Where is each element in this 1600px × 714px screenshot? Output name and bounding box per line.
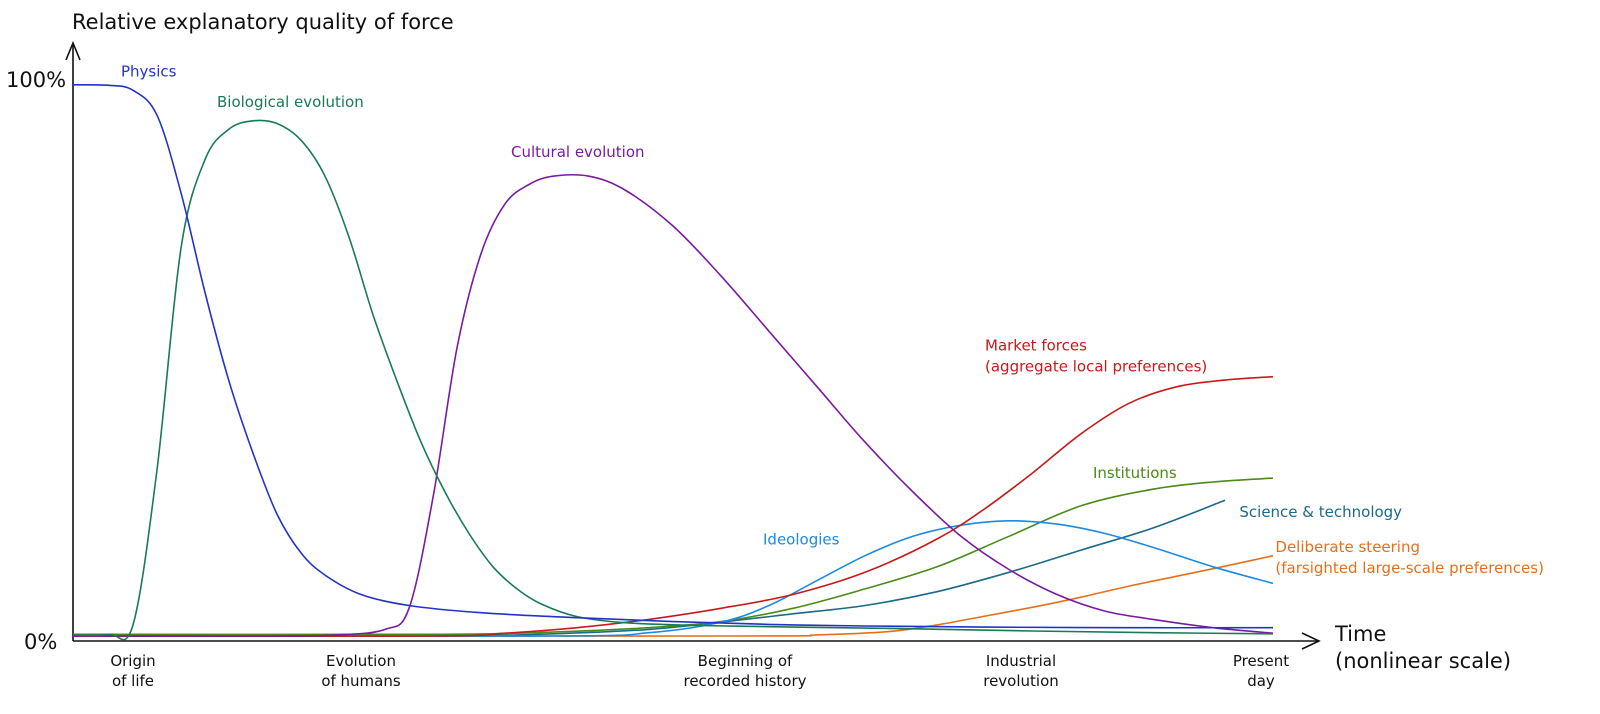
x-tick-label-3-line1: Beginning of: [698, 652, 793, 670]
x-tick-label-3-line2: recorded history: [683, 672, 806, 690]
series-label-cultural-evolution: Cultural evolution: [511, 143, 645, 161]
series-label-biological-evolution: Biological evolution: [217, 93, 364, 111]
x-axis-title-line2: (nonlinear scale): [1335, 649, 1511, 673]
y-tick-100: 100%: [6, 68, 66, 92]
axes: Relative explanatory quality of force 10…: [6, 10, 1511, 673]
x-tick-labels: Origin of life Evolution of humans Beginning…: [110, 652, 1289, 690]
x-tick-label-5-line2: day: [1247, 672, 1275, 690]
series-label-institutions: Institutions: [1093, 464, 1177, 482]
x-tick-label-1-line2: of life: [112, 672, 154, 690]
series-labels: Physics Biological evolution Cultural evol…: [121, 63, 1544, 577]
y-axis-arrow: [65, 40, 81, 61]
series-label-deliberate-steering-line1: Deliberate steering: [1275, 538, 1420, 556]
series-line-market-forces: [72, 375, 1274, 638]
series-line-cultural-evolution: [72, 174, 1274, 637]
x-tick-label-2-line1: Evolution: [326, 652, 396, 670]
series-label-market-forces-line2: (aggregate local preferences): [985, 358, 1207, 376]
x-tick-label-5-line1: Present: [1233, 652, 1289, 670]
series-label-science-and-technology: Science & technology: [1239, 503, 1402, 521]
y-tick-0: 0%: [24, 630, 57, 654]
series-line-institutions: [72, 477, 1274, 636]
series-label-deliberate-steering-line2: (farsighted large-scale preferences): [1275, 559, 1544, 577]
series-label-market-forces-line1: Market forces: [985, 337, 1087, 355]
series-label-ideologies: Ideologies: [763, 531, 840, 549]
series-line-biological-evolution: [72, 119, 1274, 641]
series-line-deliberate-steering: [72, 554, 1274, 637]
x-axis-arrow: [1301, 632, 1321, 650]
x-tick-label-1-line1: Origin: [110, 652, 155, 670]
series-lines: [72, 83, 1274, 641]
series-line-science-and-technology: [72, 499, 1226, 637]
x-axis-title-line1: Time: [1334, 622, 1386, 646]
x-tick-label-4-line2: revolution: [983, 672, 1059, 690]
series-line-physics: [72, 83, 1274, 629]
series-label-physics: Physics: [121, 63, 177, 81]
y-axis-title: Relative explanatory quality of force: [72, 10, 454, 34]
x-tick-label-4-line1: Industrial: [986, 652, 1056, 670]
x-tick-label-2-line2: of humans: [321, 672, 401, 690]
series-line-ideologies: [72, 519, 1274, 638]
